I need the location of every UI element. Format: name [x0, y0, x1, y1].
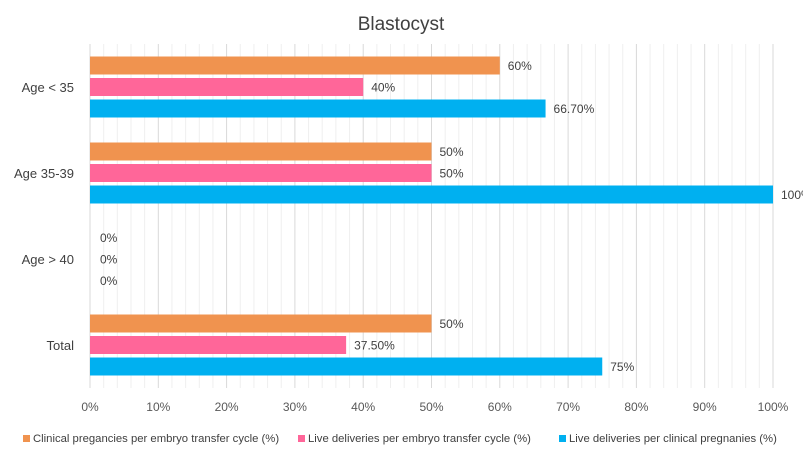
- category-label: Total: [47, 338, 75, 353]
- data-label: 100%: [781, 188, 803, 202]
- bar: [90, 314, 432, 333]
- data-label: 0%: [100, 231, 118, 245]
- bar: [90, 357, 603, 376]
- bar: [90, 99, 546, 118]
- bar: [90, 185, 773, 204]
- x-tick-label: 10%: [146, 400, 170, 414]
- x-tick-label: 40%: [351, 400, 375, 414]
- x-tick-label: 100%: [758, 400, 789, 414]
- bar: [90, 142, 432, 161]
- legend-label: Clinical pregancies per embryo transfer …: [33, 433, 279, 445]
- legend-swatch: [298, 435, 305, 442]
- legend-label: Live deliveries per embryo transfer cycl…: [308, 433, 531, 445]
- data-label: 66.70%: [554, 102, 595, 116]
- data-label: 75%: [610, 360, 634, 374]
- chart-title: Blastocyst: [358, 14, 445, 35]
- x-tick-label: 90%: [693, 400, 717, 414]
- bar: [90, 78, 364, 96]
- category-label: Age < 35: [22, 80, 74, 95]
- data-label: 40%: [371, 81, 395, 95]
- data-label: 50%: [440, 167, 464, 181]
- category-label: Age 35-39: [14, 166, 74, 181]
- legend-label: Live deliveries per clinical pregnanies …: [569, 433, 777, 445]
- legend-swatch: [559, 435, 566, 442]
- bar: [90, 164, 432, 182]
- x-tick-label: 30%: [283, 400, 307, 414]
- data-label: 37.50%: [354, 339, 395, 353]
- data-label: 0%: [100, 274, 118, 288]
- category-label: Age > 40: [22, 252, 74, 267]
- data-label: 50%: [440, 317, 464, 331]
- x-tick-label: 80%: [624, 400, 648, 414]
- bar: [90, 56, 500, 75]
- data-label: 0%: [100, 253, 118, 267]
- x-tick-label: 70%: [556, 400, 580, 414]
- bar: [90, 336, 347, 354]
- x-tick-label: 60%: [488, 400, 512, 414]
- x-tick-label: 20%: [215, 400, 239, 414]
- x-tick-label: 0%: [81, 400, 99, 414]
- data-label: 60%: [508, 59, 532, 73]
- data-label: 50%: [440, 145, 464, 159]
- legend-swatch: [23, 435, 30, 442]
- x-tick-label: 50%: [419, 400, 443, 414]
